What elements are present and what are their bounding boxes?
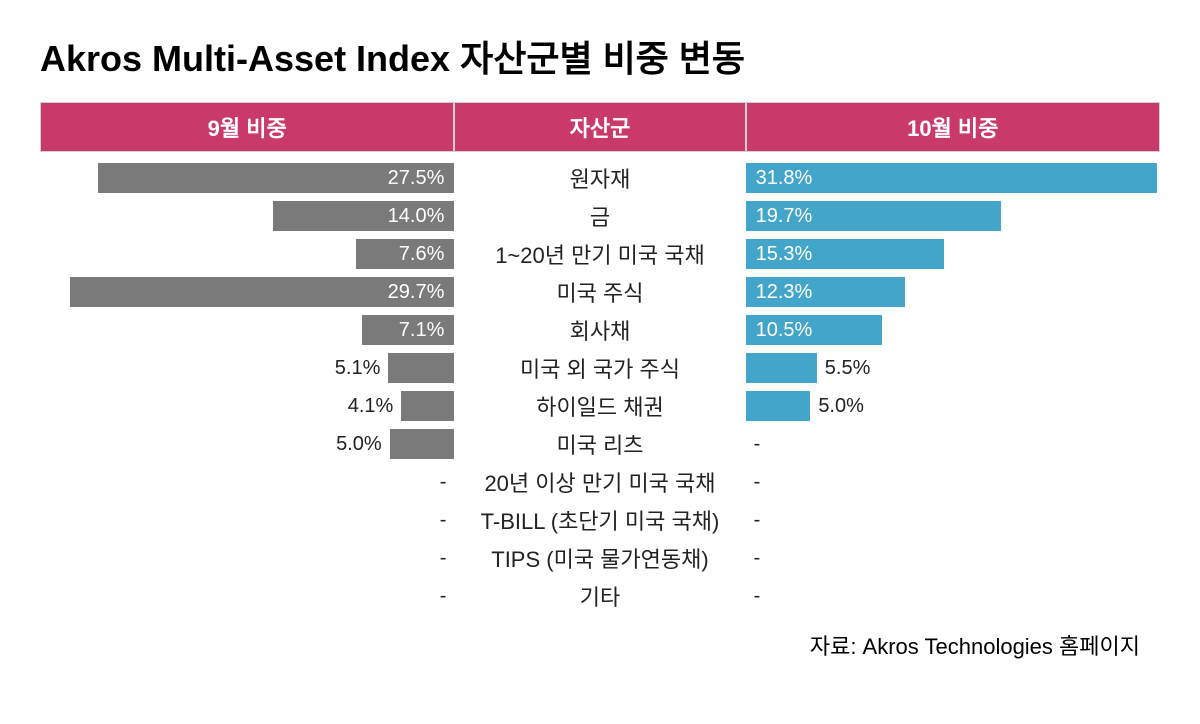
right-bar-cell: -: [746, 540, 1160, 576]
header-center: 자산군: [454, 102, 745, 152]
right-bar-cell: -: [746, 426, 1160, 462]
left-bar-cell: -: [40, 464, 454, 500]
left-bar-label: 29.7%: [378, 281, 455, 304]
right-bar-label: 5.0%: [810, 395, 864, 418]
left-bar-cell: 5.0%: [40, 426, 454, 462]
right-bar: 15.3%: [746, 239, 944, 269]
right-bar: 10.5%: [746, 315, 882, 345]
left-bar-cell: -: [40, 540, 454, 576]
chart-title: Akros Multi-Asset Index 자산군별 비중 변동: [40, 30, 1160, 82]
right-bar-cell: 12.3%: [746, 274, 1160, 310]
data-row: 7.6%1~20년 만기 미국 국채15.3%: [40, 236, 1160, 272]
data-row: -20년 이상 만기 미국 국채-: [40, 464, 1160, 500]
right-bar-label: 10.5%: [746, 319, 823, 342]
left-bar-label: 27.5%: [378, 167, 455, 190]
right-dash: -: [754, 471, 761, 494]
left-dash: -: [440, 585, 447, 608]
right-dash: -: [754, 509, 761, 532]
category-label: 원자재: [454, 162, 745, 194]
right-bar-cell: 15.3%: [746, 236, 1160, 272]
left-bar-cell: 14.0%: [40, 198, 454, 234]
left-bar: 14.0%: [273, 201, 454, 231]
category-label: 하이일드 채권: [454, 390, 745, 422]
right-bar-label: 31.8%: [746, 167, 823, 190]
left-dash: -: [440, 509, 447, 532]
data-row: 4.1%하이일드 채권5.0%: [40, 388, 1160, 424]
left-bar-cell: 29.7%: [40, 274, 454, 310]
right-bar: 5.5%: [746, 353, 817, 383]
left-bar: 7.1%: [362, 315, 454, 345]
category-label: 20년 이상 만기 미국 국채: [454, 466, 745, 498]
right-bar-cell: 5.0%: [746, 388, 1160, 424]
right-bar: 5.0%: [746, 391, 811, 421]
right-bar-cell: -: [746, 502, 1160, 538]
chart-container: 9월 비중 자산군 10월 비중 27.5%원자재31.8%14.0%금19.7…: [40, 102, 1160, 614]
category-label: 금: [454, 200, 745, 232]
category-label: 미국 리츠: [454, 428, 745, 460]
left-bar: 4.1%: [401, 391, 454, 421]
left-bar-cell: 7.6%: [40, 236, 454, 272]
header-row: 9월 비중 자산군 10월 비중: [40, 102, 1160, 152]
left-bar: 27.5%: [98, 163, 454, 193]
category-label: 1~20년 만기 미국 국채: [454, 238, 745, 270]
category-label: 회사채: [454, 314, 745, 346]
left-bar: 29.7%: [70, 277, 455, 307]
data-row: 5.0%미국 리츠-: [40, 426, 1160, 462]
left-bar-label: 5.1%: [335, 357, 389, 380]
right-bar-cell: 31.8%: [746, 160, 1160, 196]
rows-container: 27.5%원자재31.8%14.0%금19.7%7.6%1~20년 만기 미국 …: [40, 160, 1160, 614]
data-row: 7.1%회사채10.5%: [40, 312, 1160, 348]
category-label: 기타: [454, 580, 745, 612]
left-bar-label: 14.0%: [378, 205, 455, 228]
category-label: T-BILL (초단기 미국 국채): [454, 504, 745, 536]
header-right: 10월 비중: [746, 102, 1160, 152]
category-label: TIPS (미국 물가연동채): [454, 542, 745, 574]
data-row: 5.1%미국 외 국가 주식5.5%: [40, 350, 1160, 386]
data-row: 29.7%미국 주식12.3%: [40, 274, 1160, 310]
data-row: -TIPS (미국 물가연동채)-: [40, 540, 1160, 576]
left-bar-cell: 7.1%: [40, 312, 454, 348]
right-bar-label: 15.3%: [746, 243, 823, 266]
right-dash: -: [754, 547, 761, 570]
right-bar-label: 12.3%: [746, 281, 823, 304]
data-row: -T-BILL (초단기 미국 국채)-: [40, 502, 1160, 538]
header-left: 9월 비중: [40, 102, 454, 152]
category-label: 미국 주식: [454, 276, 745, 308]
right-bar-cell: 19.7%: [746, 198, 1160, 234]
left-bar-label: 5.0%: [336, 433, 390, 456]
source-text: 자료: Akros Technologies 홈페이지: [40, 629, 1160, 661]
left-bar-cell: -: [40, 502, 454, 538]
right-dash: -: [754, 585, 761, 608]
left-dash: -: [440, 547, 447, 570]
left-bar-label: 7.6%: [389, 243, 455, 266]
left-bar: 7.6%: [356, 239, 454, 269]
right-bar-cell: 10.5%: [746, 312, 1160, 348]
left-bar-cell: 27.5%: [40, 160, 454, 196]
left-dash: -: [440, 471, 447, 494]
left-bar-label: 7.1%: [389, 319, 455, 342]
right-dash: -: [754, 433, 761, 456]
right-bar: 19.7%: [746, 201, 1001, 231]
right-bar-cell: -: [746, 578, 1160, 614]
right-bar-label: 5.5%: [817, 357, 871, 380]
left-bar-label: 4.1%: [348, 395, 402, 418]
left-bar-cell: -: [40, 578, 454, 614]
data-row: 14.0%금19.7%: [40, 198, 1160, 234]
right-bar: 31.8%: [746, 163, 1158, 193]
left-bar-cell: 4.1%: [40, 388, 454, 424]
right-bar-cell: -: [746, 464, 1160, 500]
right-bar: 12.3%: [746, 277, 905, 307]
category-label: 미국 외 국가 주식: [454, 352, 745, 384]
data-row: 27.5%원자재31.8%: [40, 160, 1160, 196]
right-bar-label: 19.7%: [746, 205, 823, 228]
left-bar: 5.0%: [390, 429, 455, 459]
data-row: -기타-: [40, 578, 1160, 614]
left-bar: 5.1%: [388, 353, 454, 383]
right-bar-cell: 5.5%: [746, 350, 1160, 386]
left-bar-cell: 5.1%: [40, 350, 454, 386]
